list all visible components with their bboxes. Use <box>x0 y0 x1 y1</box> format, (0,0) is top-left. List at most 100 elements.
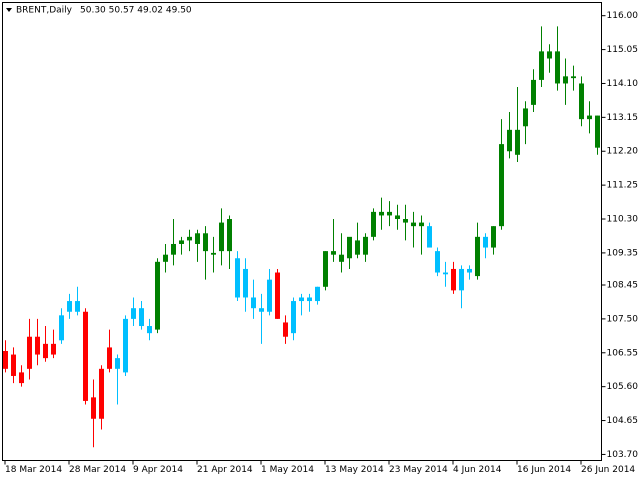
candle-body <box>131 308 136 319</box>
candle-body <box>475 236 480 277</box>
candle-body <box>75 301 80 312</box>
candle-body <box>43 343 48 359</box>
candle-body <box>59 315 64 341</box>
candle-body <box>427 226 432 248</box>
candle-body <box>411 222 416 227</box>
candle-body <box>371 211 376 237</box>
y-tick-label: 103.70 <box>607 450 639 460</box>
candle-body <box>459 268 464 291</box>
x-tick-label: 26 Jun 2014 <box>581 465 635 475</box>
candle-body <box>3 350 8 369</box>
candle-body <box>51 343 56 355</box>
candle-body <box>595 115 600 148</box>
y-tick-label: 111.25 <box>607 181 639 191</box>
candle-body <box>243 268 248 298</box>
candle-body <box>363 236 368 255</box>
candle-body <box>267 279 272 312</box>
candle-body <box>123 318 128 373</box>
candle-body <box>307 297 312 302</box>
candle-body <box>67 301 72 312</box>
candle-body <box>555 51 560 84</box>
candle-body <box>547 51 552 59</box>
y-tick-label: 113.15 <box>607 113 639 123</box>
candle-body <box>195 233 200 244</box>
candle-body <box>203 233 208 252</box>
candle-body <box>403 219 408 223</box>
y-tick-label: 115.05 <box>607 45 639 55</box>
candle-body <box>179 240 184 244</box>
candle-body <box>27 336 32 369</box>
candle-body <box>163 254 168 262</box>
candle-body <box>283 322 288 337</box>
candle-body <box>155 261 160 330</box>
candle-body <box>531 79 536 105</box>
plot-frame <box>2 2 602 461</box>
candle-body <box>523 108 528 127</box>
x-tick-label: 18 Mar 2014 <box>5 465 62 475</box>
candle-body <box>347 236 352 259</box>
candle-body <box>339 254 344 262</box>
y-tick-label: 107.50 <box>607 314 639 324</box>
chart-title: BRENT,Daily <box>16 6 73 16</box>
candle-body <box>235 258 240 298</box>
candle-body <box>379 211 384 216</box>
candle-body <box>539 51 544 80</box>
candle-body <box>251 297 256 309</box>
candle-body <box>107 347 112 369</box>
y-tick-label: 106.55 <box>607 348 639 358</box>
candle-body <box>395 215 400 220</box>
y-tick-label: 104.65 <box>607 416 639 426</box>
x-tick-label: 16 Jun 2014 <box>517 465 571 475</box>
candle-body <box>115 358 120 369</box>
candle-body <box>139 308 144 327</box>
candle-body <box>435 251 440 273</box>
candle-body <box>259 308 264 312</box>
candle-body <box>355 240 360 255</box>
candle-body <box>315 286 320 302</box>
y-tick-label: 105.60 <box>607 382 639 392</box>
candle-body <box>275 272 280 319</box>
candle-body <box>187 236 192 241</box>
menu-arrow <box>6 8 12 12</box>
candle-body <box>291 301 296 334</box>
candle-body <box>491 226 496 248</box>
candle-body <box>147 326 152 334</box>
candle-body <box>483 236 488 248</box>
y-tick-label: 116.00 <box>607 11 639 21</box>
x-tick-label: 21 Apr 2014 <box>197 465 253 475</box>
x-tick-label: 4 Jun 2014 <box>453 465 502 475</box>
candle-body <box>171 243 176 255</box>
candle-body <box>451 268 456 291</box>
candle-body <box>443 272 448 275</box>
candle-body <box>99 368 104 419</box>
candle-body <box>211 252 216 255</box>
candle-body <box>571 76 576 79</box>
x-tick-label: 9 Apr 2014 <box>133 465 183 475</box>
y-tick-label: 112.20 <box>607 147 639 157</box>
y-tick-label: 110.30 <box>607 215 639 225</box>
y-tick-label: 114.10 <box>607 79 639 89</box>
candle-body <box>11 354 16 376</box>
y-tick-label: 108.45 <box>607 281 639 291</box>
candle-body <box>227 219 232 252</box>
candle-body <box>499 144 504 227</box>
y-tick-label: 109.35 <box>607 248 639 258</box>
ohlc-readout: 50.30 50.57 49.02 49.50 <box>80 6 192 16</box>
candle-body <box>387 211 392 216</box>
candle-body <box>35 336 40 355</box>
candle-body <box>323 251 328 287</box>
candle-body <box>299 297 304 302</box>
candle-body <box>563 76 568 84</box>
candle-body <box>419 222 424 227</box>
x-tick-label: 13 May 2014 <box>325 465 384 475</box>
candle-body <box>515 129 520 155</box>
candle-body <box>219 222 224 252</box>
candle-body <box>587 115 592 120</box>
candle-body <box>83 311 88 401</box>
x-tick-label: 23 May 2014 <box>389 465 448 475</box>
x-tick-label: 28 Mar 2014 <box>69 465 126 475</box>
candle-body <box>467 268 472 273</box>
candle-body <box>331 251 336 255</box>
